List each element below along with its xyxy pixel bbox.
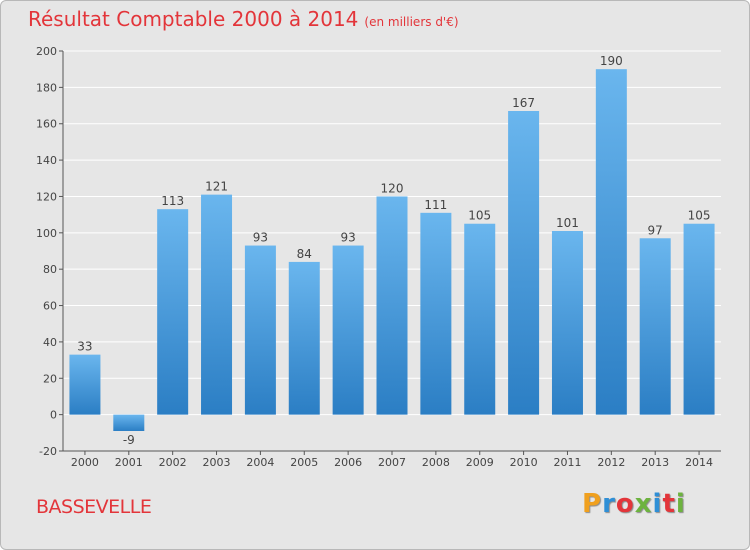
y-tick-label: 40 xyxy=(43,336,57,349)
data-label: 121 xyxy=(205,180,228,194)
bar xyxy=(551,231,583,415)
y-tick-label: 60 xyxy=(43,300,57,313)
y-tick-label: 80 xyxy=(43,263,57,276)
bar xyxy=(332,245,364,415)
data-label: 105 xyxy=(468,209,491,223)
y-tick-label: 200 xyxy=(36,45,57,58)
data-label: 167 xyxy=(512,96,535,110)
bar xyxy=(595,69,627,415)
x-tick-label: 2002 xyxy=(159,456,187,469)
y-tick-label: 100 xyxy=(36,227,57,240)
bar xyxy=(244,245,276,415)
y-tick-label: 140 xyxy=(36,154,57,167)
x-tick-label: 2012 xyxy=(597,456,625,469)
proxiti-logo: Proxiti xyxy=(582,489,686,519)
logo-letter: o xyxy=(615,489,635,519)
bar xyxy=(508,111,540,415)
data-label: 113 xyxy=(161,194,184,208)
y-tick-label: 120 xyxy=(36,190,57,203)
x-tick-label: 2009 xyxy=(466,456,494,469)
logo-letter: i xyxy=(675,489,686,519)
bar xyxy=(201,194,233,415)
unit-label: (en milliers d'€) xyxy=(364,15,459,29)
bar xyxy=(288,261,320,415)
y-tick-label: 20 xyxy=(43,372,57,385)
data-label: 101 xyxy=(556,216,579,230)
data-label: 111 xyxy=(424,198,447,212)
data-label: 120 xyxy=(381,181,404,195)
y-tick-label: 0 xyxy=(50,409,57,422)
title-text: Résultat Comptable 2000 à 2014 xyxy=(28,7,359,31)
bar xyxy=(639,238,671,415)
logo-letter: r xyxy=(602,489,616,519)
x-tick-label: 2011 xyxy=(553,456,581,469)
bar xyxy=(376,196,408,415)
y-tick-label: 160 xyxy=(36,118,57,131)
logo-letter: x xyxy=(634,489,653,519)
logo-letter: P xyxy=(582,489,603,519)
x-tick-label: 2010 xyxy=(510,456,538,469)
data-label: 190 xyxy=(600,54,623,68)
bar xyxy=(683,223,715,415)
chart-title: Résultat Comptable 2000 à 2014 (en millie… xyxy=(28,7,459,31)
commune-name: BASSEVELLE xyxy=(36,496,152,518)
y-tick-label: 180 xyxy=(36,81,57,94)
bar xyxy=(464,223,496,415)
data-label: 97 xyxy=(648,223,663,237)
x-tick-label: 2000 xyxy=(71,456,99,469)
x-tick-label: 2007 xyxy=(378,456,406,469)
x-tick-label: 2003 xyxy=(203,456,231,469)
bar xyxy=(157,209,189,415)
x-tick-label: 2014 xyxy=(685,456,713,469)
x-tick-label: 2013 xyxy=(641,456,669,469)
x-tick-label: 2004 xyxy=(246,456,274,469)
data-label: 93 xyxy=(340,231,355,245)
x-tick-label: 2008 xyxy=(422,456,450,469)
logo-letter: i xyxy=(652,489,663,519)
data-label: 93 xyxy=(253,231,268,245)
x-tick-label: 2001 xyxy=(115,456,143,469)
data-label: 105 xyxy=(688,209,711,223)
data-label: 84 xyxy=(297,247,312,261)
bar xyxy=(69,354,101,415)
x-tick-label: 2006 xyxy=(334,456,362,469)
x-tick-label: 2005 xyxy=(290,456,318,469)
bar xyxy=(420,212,452,415)
logo-letter: t xyxy=(662,489,676,519)
bar xyxy=(113,414,145,431)
y-tick-label: -20 xyxy=(39,445,57,458)
data-label: 33 xyxy=(77,340,92,354)
data-label: -9 xyxy=(123,433,135,447)
